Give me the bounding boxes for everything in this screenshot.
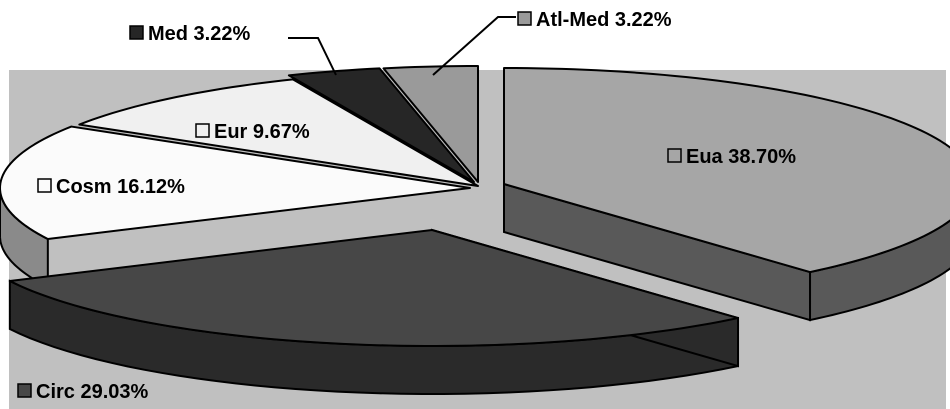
legend-marker-eur (195, 123, 210, 138)
slice-label-cosm: Cosm 16.12% (37, 176, 185, 198)
slice-label-circ: Circ 29.03% (17, 381, 149, 403)
legend-marker-circ (17, 383, 32, 398)
leader-lines (288, 16, 516, 76)
slice-label-eua: Eua 38.70% (667, 146, 796, 168)
legend-marker-med (129, 25, 144, 40)
slice-eur (78, 78, 479, 187)
legend-marker-eua (667, 148, 682, 163)
slice-label-text-cosm: Cosm 16.12% (56, 176, 185, 198)
slice-label-text-circ: Circ 29.03% (36, 381, 149, 403)
slice-label-text-atl-med: Atl-Med 3.22% (536, 9, 672, 31)
slice-label-atl-med: Atl-Med 3.22% (517, 9, 672, 31)
slice-circ (8, 229, 740, 347)
slice-atl-med (382, 65, 479, 183)
slice-eua (503, 67, 950, 274)
slice-label-text-eur: Eur 9.67% (214, 121, 310, 143)
slice-tops (0, 65, 950, 347)
slice-label-eur: Eur 9.67% (195, 121, 310, 143)
leader-line-med (288, 37, 337, 76)
slice-label-med: Med 3.22% (129, 23, 250, 45)
legend-marker-atl-med (517, 11, 532, 26)
slice-label-text-eua: Eua 38.70% (686, 146, 796, 168)
slice-cosm (0, 125, 471, 240)
slice-label-text-med: Med 3.22% (148, 23, 250, 45)
slice-labels: Eua 38.70% Circ 29.03% Cosm 16.12% Eur 9.67… (17, 9, 796, 403)
legend-marker-cosm (37, 178, 52, 193)
leader-line-atl-med (432, 16, 516, 76)
